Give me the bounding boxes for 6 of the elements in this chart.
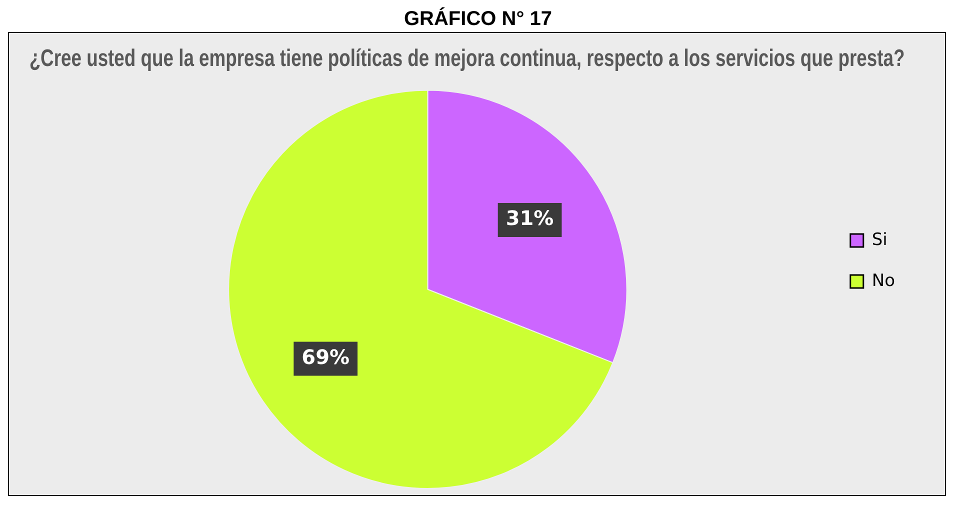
- data-label: 31%: [506, 206, 554, 230]
- legend-label: Si: [872, 230, 888, 250]
- text: GRÁFICO N° 17: [402, 8, 554, 32]
- data-label: 69%: [302, 344, 350, 369]
- chart-title: ¿Cree usted que la empresa tiene políticas de mejora continua, respecto a los servicios que presta?: [29, 44, 905, 72]
- legend-label: No: [872, 270, 896, 291]
